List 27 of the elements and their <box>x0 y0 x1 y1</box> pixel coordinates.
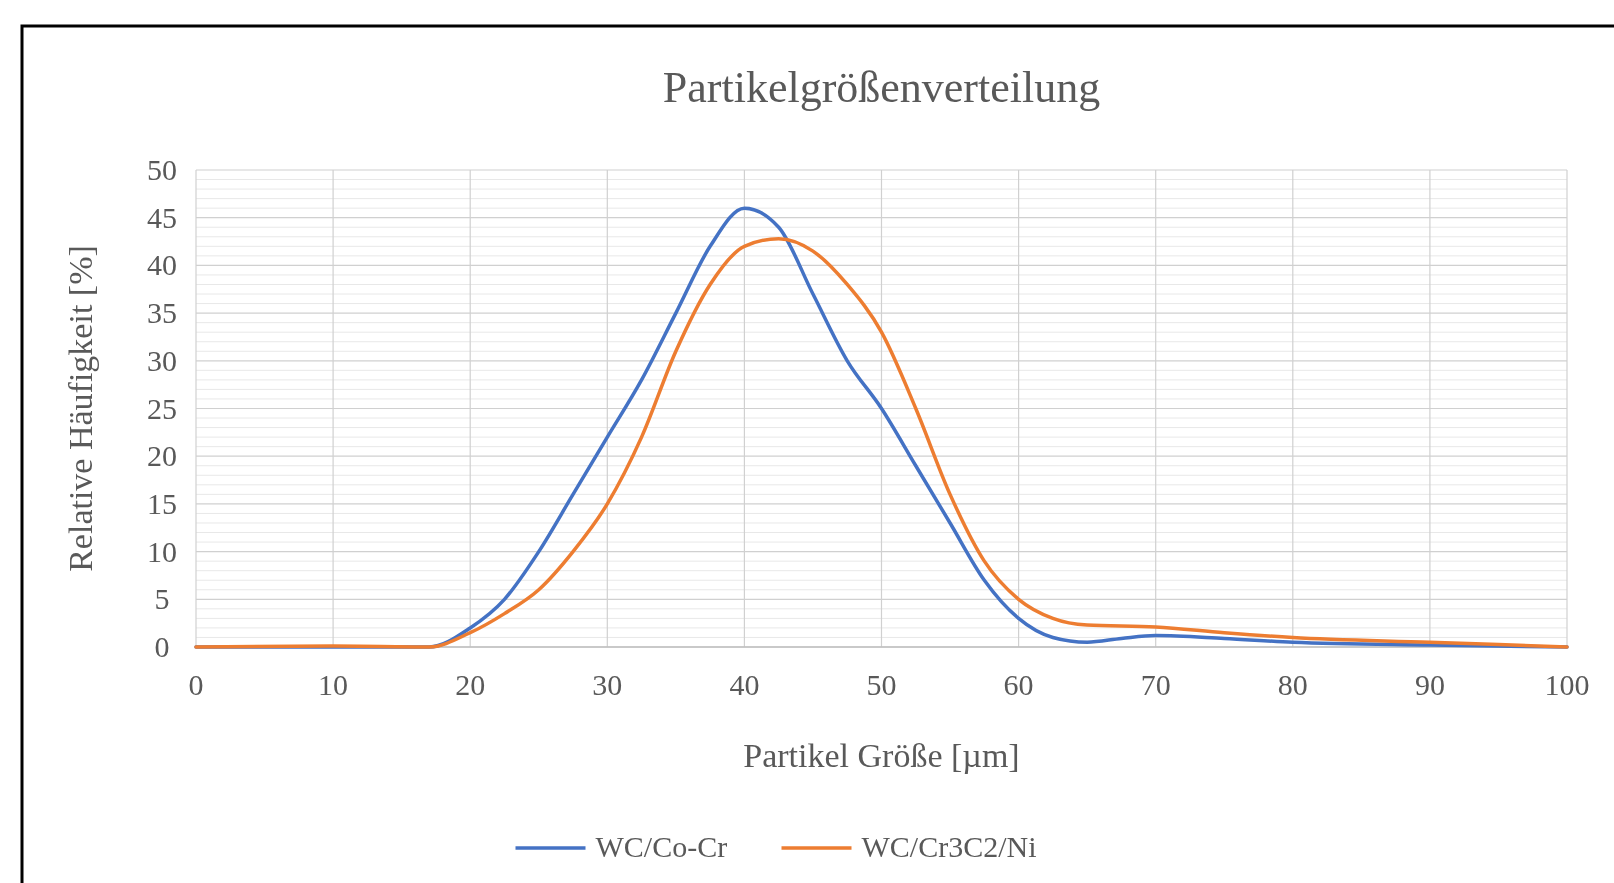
y-tick-label: 15 <box>147 486 177 520</box>
x-tick-label: 90 <box>1414 668 1445 701</box>
x-tick-label: 30 <box>592 668 623 701</box>
y-tick-label: 25 <box>147 391 177 425</box>
y-axis-title: Relative Häufigkeit [%] <box>62 245 99 572</box>
y-tick-label: 0 <box>154 630 170 663</box>
y-tick-label: 30 <box>147 343 177 377</box>
legend-label: WC/Cr3C2/Ni <box>861 830 1037 863</box>
x-tick-label: 20 <box>455 668 486 701</box>
y-tick-label: 45 <box>147 200 177 234</box>
y-tick-label: 20 <box>147 439 177 473</box>
x-tick-label: 100 <box>1544 668 1590 701</box>
y-tick-label: 40 <box>147 248 177 282</box>
x-tick-label: 10 <box>318 668 349 701</box>
y-tick-label: 5 <box>154 582 170 616</box>
x-tick-label: 60 <box>1003 668 1034 701</box>
x-tick-label: 50 <box>866 668 897 701</box>
x-axis-title: Partikel Größe [µm] <box>743 737 1020 774</box>
y-tick-label: 35 <box>147 296 177 330</box>
y-tick-label: 10 <box>147 534 177 568</box>
x-tick-label: 40 <box>729 668 760 701</box>
x-tick-label: 0 <box>188 668 204 701</box>
y-tick-label: 50 <box>147 153 177 186</box>
x-tick-label: 70 <box>1140 668 1171 701</box>
legend-label: WC/Co-Cr <box>595 830 728 863</box>
x-tick-label: 80 <box>1277 668 1308 701</box>
chart-title: Partikelgrößenverteilung <box>662 63 1101 112</box>
